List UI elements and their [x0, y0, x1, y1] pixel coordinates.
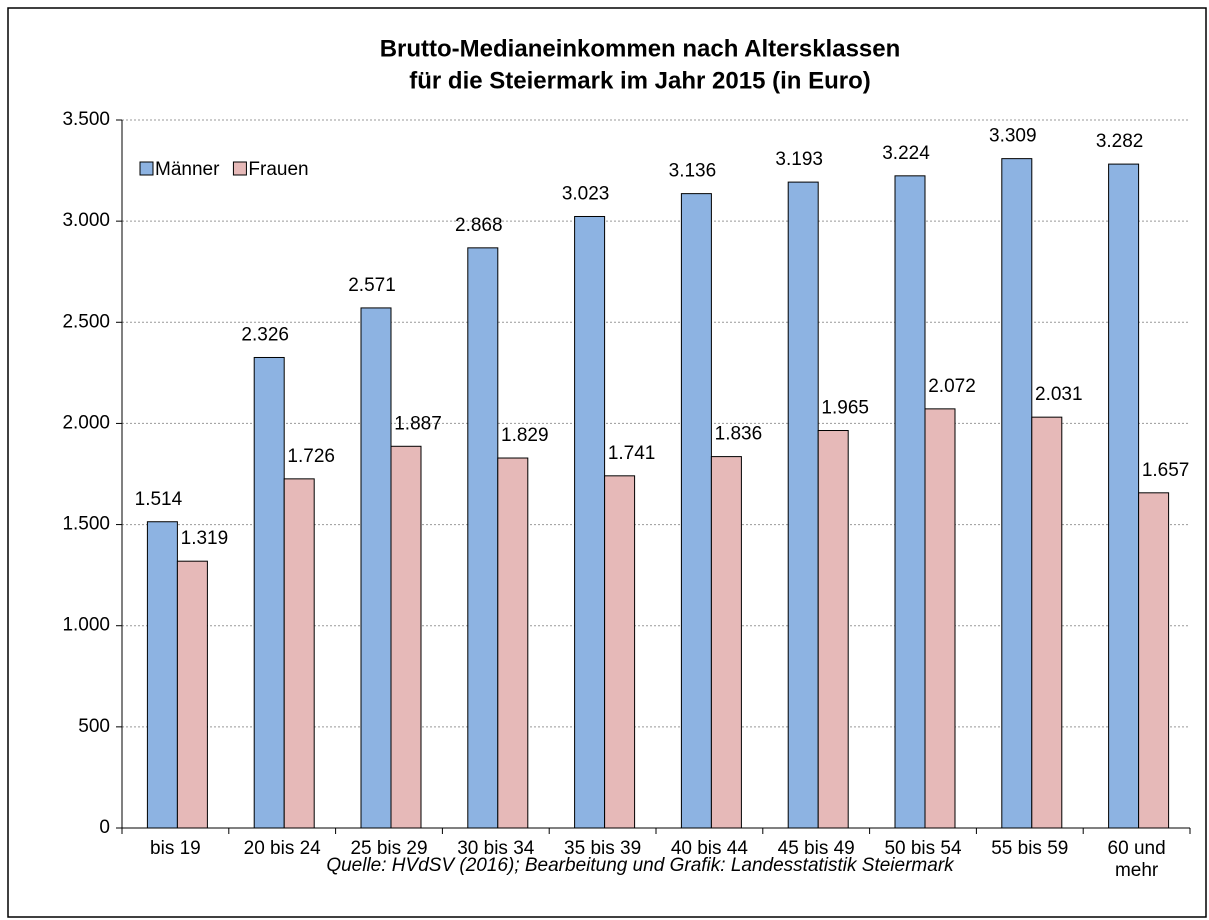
- x-tick-label: 45 bis 49: [777, 838, 855, 859]
- bar: [894, 175, 926, 829]
- data-label: 1.836: [715, 424, 763, 445]
- data-label: 2.072: [928, 376, 976, 397]
- data-label: 3.224: [882, 143, 930, 164]
- y-tick-label: 2.500: [62, 311, 110, 332]
- x-tick-label: 50 bis 54: [884, 838, 962, 859]
- y-tick-label: 500: [78, 716, 110, 737]
- x-tick-label: 25 bis 29: [350, 838, 428, 859]
- data-label: 3.282: [1096, 131, 1144, 152]
- x-tick-label: 20 bis 24: [243, 838, 321, 859]
- bar: [1138, 492, 1170, 829]
- x-tick-label: 30 bis 34: [457, 838, 535, 859]
- x-tick-label: 55 bis 59: [991, 838, 1069, 859]
- bar: [467, 247, 499, 829]
- bar: [360, 307, 392, 829]
- x-tick-label: 60 und mehr: [1107, 838, 1166, 881]
- bar: [1001, 158, 1033, 829]
- data-label: 2.031: [1035, 384, 1083, 405]
- bar: [497, 457, 529, 829]
- data-label: 1.726: [287, 446, 335, 467]
- chart-title: für die Steiermark im Jahr 2015 (in Euro…: [409, 67, 871, 94]
- data-label: 3.309: [989, 126, 1037, 147]
- bar: [176, 560, 208, 829]
- y-tick-label: 3.500: [62, 109, 110, 130]
- bar: [1108, 163, 1140, 829]
- data-label: 3.023: [562, 184, 610, 205]
- bar: [1031, 416, 1063, 829]
- data-label: 1.829: [501, 425, 549, 446]
- x-tick-label: 35 bis 39: [564, 838, 642, 859]
- bar: [924, 408, 956, 829]
- y-tick-label: 1.000: [62, 615, 110, 636]
- legend-label: Männer: [155, 159, 220, 180]
- bar: [146, 521, 178, 829]
- bar: [817, 430, 849, 829]
- y-tick-label: 0: [99, 817, 110, 838]
- data-label: 1.319: [181, 528, 229, 549]
- data-label: 2.868: [455, 215, 503, 236]
- legend-label: Frauen: [248, 159, 308, 180]
- data-label: 1.887: [394, 413, 442, 434]
- chart-border: [7, 7, 1207, 918]
- chart-title: Brutto-Medianeinkommen nach Altersklasse…: [380, 35, 901, 62]
- data-label: 2.571: [348, 275, 396, 296]
- data-label: 1.657: [1142, 460, 1190, 481]
- bar: [710, 456, 742, 829]
- bar: [390, 445, 422, 829]
- data-label: 2.326: [241, 324, 289, 345]
- bar: [574, 215, 606, 829]
- data-label: 3.136: [669, 161, 717, 182]
- data-label: 1.514: [135, 489, 183, 510]
- y-tick-label: 1.500: [62, 514, 110, 535]
- y-tick-label: 3.000: [62, 210, 110, 231]
- bar: [253, 356, 285, 829]
- bar: [680, 193, 712, 829]
- data-label: 1.965: [821, 398, 869, 419]
- bar: [283, 478, 315, 829]
- legend-swatch: [232, 161, 247, 176]
- source-note: Quelle: HVdSV (2016); Bearbeitung und Gr…: [326, 855, 955, 876]
- bar: [787, 181, 819, 829]
- data-label: 1.741: [608, 443, 656, 464]
- legend-swatch: [139, 161, 154, 176]
- x-tick-label: 40 bis 44: [670, 838, 748, 859]
- y-tick-label: 2.000: [62, 412, 110, 433]
- bar: [604, 475, 636, 829]
- data-label: 3.193: [775, 149, 823, 170]
- x-tick-label: bis 19: [150, 838, 201, 859]
